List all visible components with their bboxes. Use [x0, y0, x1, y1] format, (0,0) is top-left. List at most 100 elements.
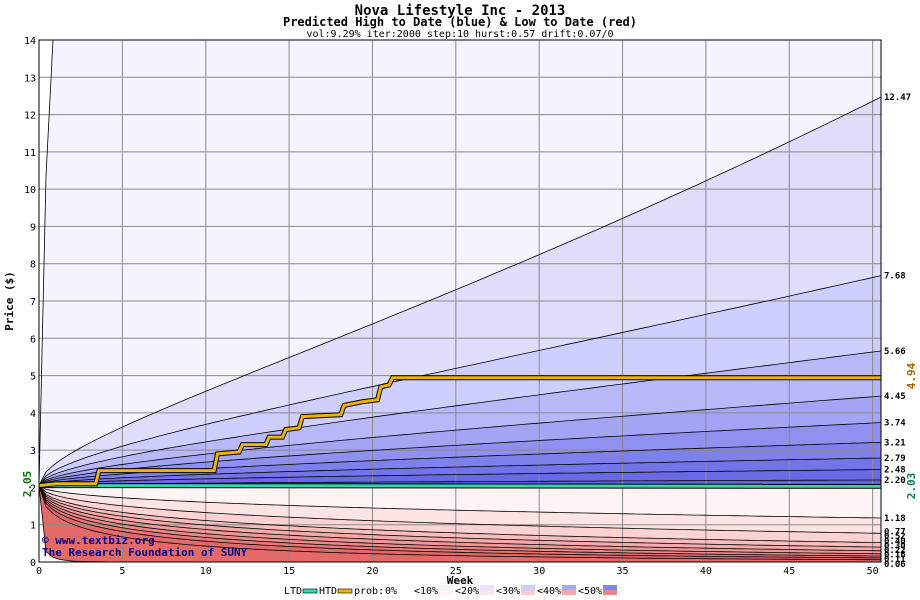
legend-htd-label: HTD: [319, 586, 337, 597]
high-boundary-2: [38, 275, 882, 486]
low-band-1: [39, 485, 881, 534]
y-tick-label: 5: [30, 372, 36, 383]
x-tick-label: 5: [119, 566, 125, 577]
band-end-labels: 12.47 7.68 5.66 4.45 3.74 3.21 2.79 2.482.20 1.1…: [884, 93, 911, 570]
y-tick-label: 11: [24, 148, 36, 159]
x-tick-label: 20: [366, 566, 378, 577]
high-end-label: 4.45: [884, 392, 906, 402]
legend-item-swatch-red: [521, 590, 535, 595]
low-band-2: [39, 485, 881, 543]
x-tick-label: 25: [450, 566, 462, 577]
legend-item-label: 0%: [385, 586, 397, 597]
y-tick-label: 7: [30, 297, 36, 308]
copyright-org: The Research Foundation of SUNY: [42, 546, 248, 559]
y-tick-label: 8: [30, 260, 36, 271]
legend: LTD HTD prob: 0% <10% <20% <30% <40% <50%: [284, 585, 617, 597]
high-band-4: [39, 396, 881, 486]
x-axis-label: Week: [447, 574, 474, 587]
legend-htd-swatch: [337, 588, 353, 594]
x-tick-label: 40: [700, 566, 712, 577]
x-tick-label: 45: [783, 566, 795, 577]
low-band-0: [39, 485, 881, 518]
legend-item-swatch-red: [480, 590, 494, 595]
low-end-label: 0.40: [884, 537, 906, 547]
high-end-label: 3.21: [884, 438, 906, 448]
x-tick-label: 10: [200, 566, 212, 577]
legend-item-swatch-blue: [439, 585, 453, 590]
high-band-7: [39, 458, 881, 486]
copyright-site: © www.textbiz.org: [42, 534, 155, 547]
high-band-3: [39, 351, 881, 486]
high-end-label: 3.74: [884, 419, 906, 429]
legend-item-swatch-blue: [480, 585, 494, 590]
y-tick-label: 3: [30, 446, 36, 457]
legend-item-swatch-red: [562, 590, 576, 595]
high-boundary-8: [38, 469, 882, 486]
low-end-label: 0.16: [884, 551, 906, 561]
chart-subtitle: Predicted High to Date (blue) & Low to D…: [283, 15, 637, 29]
y-tick-label: 9: [30, 222, 36, 233]
legend-item-swatch-blue: [562, 585, 576, 590]
high-band-1: [39, 97, 881, 486]
high-end-label: 2.20: [884, 476, 906, 486]
low-end-label: 0.52: [884, 532, 906, 542]
high-band-5: [39, 422, 881, 486]
y-tick-label: 13: [24, 73, 36, 84]
low-band-6: [39, 485, 881, 556]
high-end-label: 2.79: [884, 454, 906, 464]
ltd-path: [38, 484, 882, 488]
legend-ltd-label: LTD: [284, 586, 302, 597]
x-tick-label: 0: [36, 566, 42, 577]
start-price-label: 2.05: [21, 471, 34, 498]
y-tick-label: 2: [30, 483, 36, 494]
x-tick-label: 50: [867, 566, 879, 577]
low-boundary-2: [38, 485, 882, 543]
high-boundary-3: [38, 350, 882, 486]
x-axis-ticks: 0 5 10 15 20 25 30 35 40 45 50: [36, 566, 879, 577]
y-tick-label: 12: [24, 111, 36, 122]
low-end-label: 0.30: [884, 541, 906, 551]
x-tick-label: 15: [283, 566, 295, 577]
low-end-label: 0.22: [884, 546, 906, 556]
ltd-end-label: 2.03: [905, 473, 918, 500]
htd-path: [38, 376, 881, 488]
high-band-8: [39, 469, 881, 486]
high-end-label: 12.47: [884, 93, 911, 103]
legend-item-swatch-red: [603, 590, 617, 595]
legend-item-swatch-red: [439, 590, 453, 595]
low-boundary-7: [38, 485, 882, 559]
low-boundary-6: [38, 485, 881, 557]
low-band-3: [39, 485, 881, 548]
low-boundary-1: [38, 485, 882, 534]
high-boundary-5: [38, 422, 882, 486]
htd-end-label: 4.94: [905, 362, 918, 389]
plot-frame: [38, 39, 882, 563]
low-boundary-4: [38, 485, 882, 552]
high-end-label: 5.66: [884, 347, 906, 357]
y-tick-label: 4: [30, 409, 36, 420]
legend-item-label: <50%: [578, 586, 602, 597]
y-tick-label: 1: [30, 521, 36, 532]
legend-item-swatch-blue: [398, 585, 412, 590]
htd-ltd-paths: [38, 375, 882, 489]
high-boundary-7: [38, 457, 882, 486]
legend-item-label: <10%: [414, 586, 438, 597]
low-end-label: 0.11: [884, 555, 906, 565]
y-tick-label: 0: [30, 558, 36, 569]
chart-title: Nova Lifestyle Inc - 2013: [355, 3, 566, 19]
low-boundary-3: [38, 485, 882, 548]
low-boundary-5: [38, 485, 882, 555]
low-end-label: 0.77: [884, 528, 906, 538]
y-axis-label: Price ($): [3, 271, 16, 331]
low-boundary-8: [38, 485, 882, 561]
low-band-9: [39, 485, 881, 562]
legend-item-label: <40%: [537, 586, 561, 597]
low-end-label: 1.18: [884, 514, 906, 524]
y-tick-label: 6: [30, 334, 36, 345]
legend-item-swatch-blue: [521, 585, 535, 590]
high-boundary-4: [38, 395, 882, 486]
low-end-label: 0.06: [884, 560, 906, 570]
legend-item-label: <30%: [496, 586, 520, 597]
legend-prob-label: prob:: [354, 586, 384, 597]
y-tick-label: 14: [24, 36, 36, 47]
